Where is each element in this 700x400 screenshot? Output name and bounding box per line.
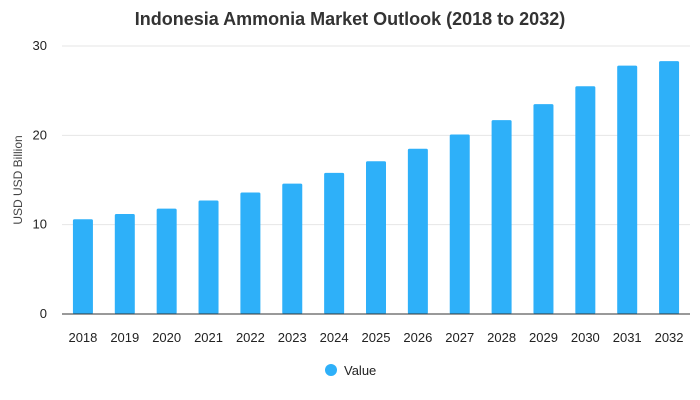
x-tick-label: 2028 [487,330,516,345]
bars-group [72,61,680,314]
y-tick-label: 20 [33,127,47,142]
bar-2021[interactable] [198,200,219,314]
bar-2028[interactable] [491,120,512,314]
bar-2019[interactable] [114,213,135,314]
bar-2020[interactable] [156,208,177,314]
bar-2029[interactable] [533,104,554,314]
bar-2018[interactable] [72,219,93,314]
x-tick-label: 2019 [110,330,139,345]
chart-title: Indonesia Ammonia Market Outlook (2018 t… [135,9,565,29]
bar-2024[interactable] [324,172,345,314]
x-tick-label: 2025 [362,330,391,345]
y-tick-label: 30 [33,38,47,53]
x-tick-label: 2029 [529,330,558,345]
bar-2032[interactable] [659,61,680,314]
bar-2026[interactable] [407,148,428,314]
x-tick-label: 2031 [613,330,642,345]
x-tick-label: 2018 [68,330,97,345]
legend[interactable]: Value [325,363,376,378]
x-tick-label: 2032 [655,330,684,345]
x-tick-label: 2020 [152,330,181,345]
x-tick-label: 2030 [571,330,600,345]
legend-label: Value [344,363,376,378]
x-tick-label: 2023 [278,330,307,345]
bar-2022[interactable] [240,192,261,314]
y-axis-label: USD USD Billion [11,135,25,224]
bar-2023[interactable] [282,183,303,314]
y-tick-label: 0 [40,306,47,321]
y-tick-labels: 0 10 20 30 [33,38,47,321]
bar-2025[interactable] [366,161,386,314]
bar-2031[interactable] [617,65,638,314]
x-tick-label: 2021 [194,330,223,345]
x-tick-label: 2022 [236,330,265,345]
legend-marker [325,364,337,376]
bar-2030[interactable] [575,86,596,314]
x-tick-label: 2027 [445,330,474,345]
y-tick-label: 10 [33,217,47,232]
bar-2027[interactable] [449,134,470,314]
x-tick-label: 2024 [320,330,349,345]
x-tick-label: 2026 [403,330,432,345]
x-tick-labels: 2018 2019 2020 2021 2022 2023 2024 2025 2026 2027… [68,330,683,345]
